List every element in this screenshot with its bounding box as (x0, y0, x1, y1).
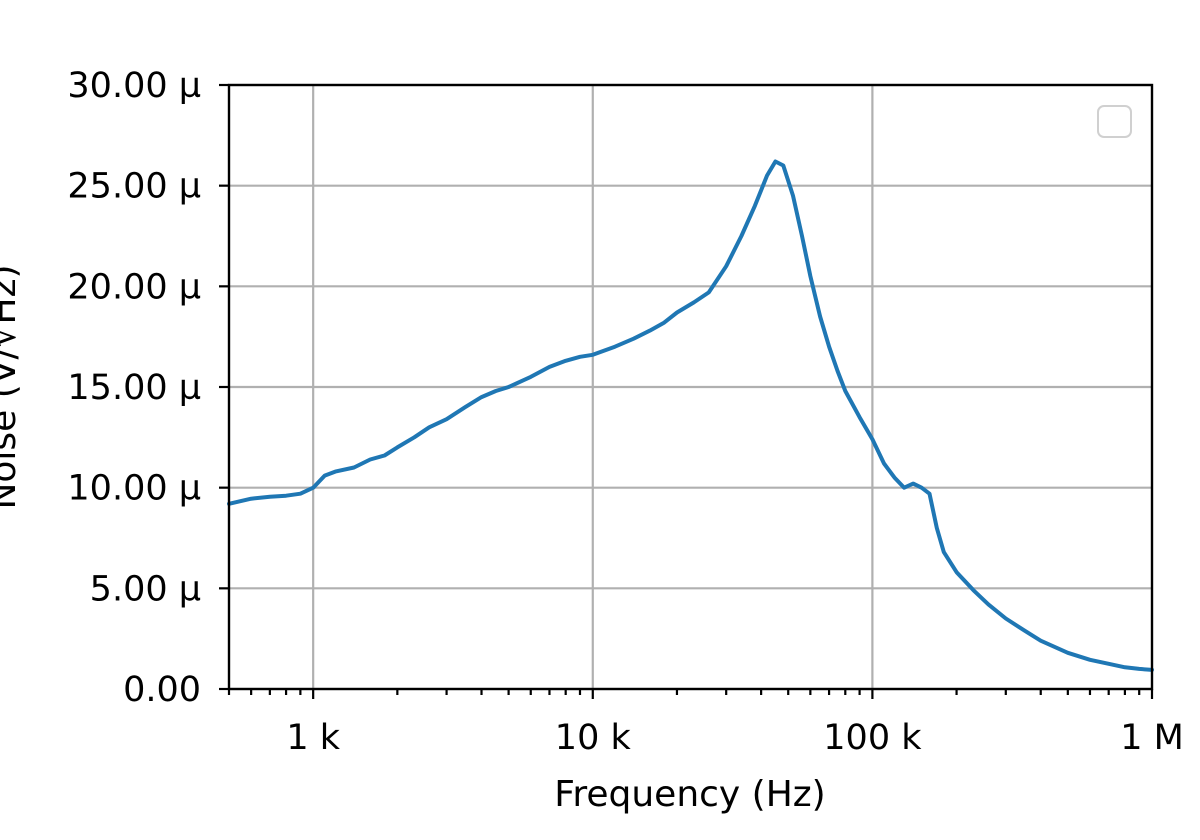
noise-series-line (227, 159, 1154, 672)
x-axis-label: Frequency (Hz) (554, 774, 825, 815)
legend-box (1097, 105, 1132, 138)
y-tick-label: 10.00 µ (67, 469, 201, 509)
tick-labels: 0.00 5.00 µ 10.00 µ 15.00 µ 20.00 µ 25.00 µ 30… (67, 66, 1183, 758)
y-axis-label: Noise (V/√Hz) (0, 264, 24, 509)
x-tick-label: 10 k (555, 718, 632, 758)
y-tick-label: 20.00 µ (67, 267, 201, 307)
grid-lines (229, 83, 1152, 691)
x-tick-label: 100 k (823, 718, 922, 758)
y-tick-label: 25.00 µ (67, 167, 201, 207)
y-tick-label: 30.00 µ (67, 66, 201, 106)
y-tick-label: 5.00 µ (90, 569, 201, 609)
y-tick-label: 0.00 (123, 670, 201, 710)
x-tick-label: 1 M (1120, 718, 1184, 758)
y-tick-label: 15.00 µ (67, 368, 201, 408)
axis-ticks (219, 83, 1154, 699)
x-tick-label: 1 k (286, 718, 340, 758)
plot-series (227, 159, 1154, 672)
